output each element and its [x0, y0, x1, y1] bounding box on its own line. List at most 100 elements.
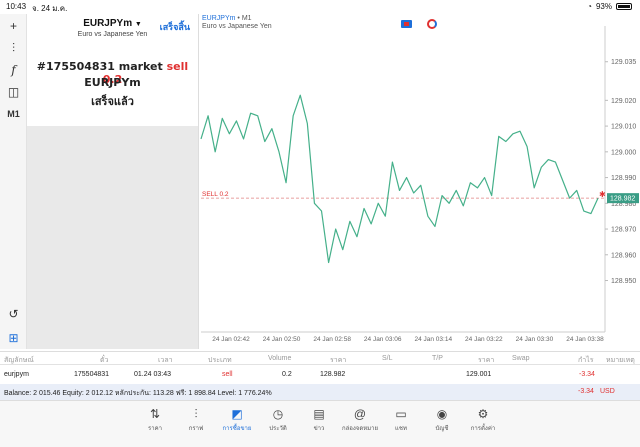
chart-timeframe: M1	[241, 15, 252, 22]
tab-label: การซื้อขาย	[222, 425, 252, 432]
crosshair-icon[interactable]: +	[9, 19, 17, 33]
col-header-comment: หมายเหตุ	[606, 357, 635, 364]
tab-label: กราฟ	[188, 425, 204, 432]
price-tick-label: 129.035	[611, 59, 636, 66]
order-panel-empty-area	[27, 126, 198, 349]
row-profit: -3.34	[579, 371, 595, 378]
done-button[interactable]: เสร็จสิ้น	[159, 22, 190, 32]
trade-history-icon[interactable]: ↺	[8, 307, 19, 321]
table-row[interactable]: eurjpym 175504831 01.24 03:43 sell 0.2 1…	[0, 366, 640, 384]
time-tick-label: 24 Jan 03:38	[566, 336, 604, 343]
tab-label: ข่าว	[313, 425, 325, 432]
tab-label: การตั้งค่า	[470, 425, 496, 432]
price-tick-label: 128.960	[611, 252, 636, 259]
time-tick-label: 24 Jan 02:58	[313, 336, 351, 343]
row-ticket: 175504831	[74, 371, 110, 378]
price-tick-label: 128.990	[611, 175, 636, 182]
col-header-swap: Swap	[512, 355, 530, 362]
row-price2: 129.001	[466, 371, 492, 378]
col-header-profit: กำไร	[578, 357, 594, 364]
tab-settings[interactable]: ⚙ การตั้งค่า	[463, 407, 503, 433]
order-result-action: sell 0.2	[102, 60, 189, 86]
function-icon[interactable]: f	[11, 63, 16, 77]
trade-icon: ◩	[231, 407, 243, 421]
price-chart[interactable]: EURJPYm • M1 Euro vs Japanese Yen 129.03…	[198, 14, 640, 349]
current-price-marker: ✱	[599, 190, 606, 199]
order-result-prefix: #175504831 market	[36, 60, 163, 73]
account-icon: ◉	[436, 407, 448, 421]
time-tick-label: 24 Jan 02:42	[212, 336, 250, 343]
row-symbol: eurjpym	[4, 371, 29, 378]
chart-timeframe-separator: •	[237, 15, 240, 22]
sell-level-label: SELL 0.2	[202, 191, 229, 198]
chevron-down-icon: ▼	[134, 21, 142, 28]
chart-title: EURJPYm • M1	[202, 15, 252, 22]
price-tick-label: 129.020	[611, 98, 636, 105]
wifi-icon: ◔	[587, 2, 592, 11]
tab-news[interactable]: ▤ ข่าว	[299, 407, 339, 433]
bottom-tab-bar: ⇅ ราคา ⫶ กราฟ ◩ การซื้อขาย ◷ ประวัติ ▤ ข…	[0, 400, 640, 447]
col-header-sl: S/L	[382, 355, 393, 362]
current-price-box	[607, 193, 639, 204]
chart-toolbar: + ⫶ f ◫ M1 ↺ ⊞	[0, 14, 27, 349]
tab-label: ราคา	[148, 425, 162, 432]
settings-icon: ⚙	[477, 407, 489, 421]
tab-label: บัญชี	[435, 425, 449, 432]
tab-history[interactable]: ◷ ประวัติ	[258, 407, 298, 433]
col-header-volume: Volume	[268, 355, 292, 362]
tab-mailbox[interactable]: @ กล่องจดหมาย	[340, 407, 380, 433]
order-result-line: #175504831 market sell 0.2	[27, 60, 198, 86]
col-header-price2: ราคา	[478, 357, 495, 364]
tab-chart[interactable]: ⫶ กราฟ	[176, 407, 216, 433]
price-tick-label: 129.000	[611, 149, 636, 156]
chart-icon: ⫶	[194, 407, 198, 421]
price-tick-label: 128.980	[611, 201, 636, 208]
tab-label: แชท	[395, 425, 407, 432]
tab-label: ประวัติ	[269, 425, 287, 432]
row-volume: 0.2	[282, 371, 292, 378]
mailbox-icon: @	[353, 407, 367, 421]
balance-currency: USD	[600, 388, 615, 395]
news-icon: ▤	[313, 407, 325, 421]
history-icon: ◷	[272, 407, 284, 421]
tab-label: กล่องจดหมาย	[341, 425, 379, 432]
time-tick-label: 24 Jan 03:30	[516, 336, 554, 343]
new-order-icon[interactable]: ⊞	[8, 331, 19, 345]
chart-canvas[interactable]: 129.035 129.020 129.010 129.000 128.990 128.9…	[199, 14, 640, 349]
status-right: ◔ 93%	[587, 2, 632, 11]
tab-chat[interactable]: ▭ แชท	[381, 407, 421, 433]
indicators-icon[interactable]: ⫶	[11, 40, 15, 55]
status-bar: 10:43 จ. 24 ม.ค. ◔ 93%	[0, 0, 640, 14]
tab-trade[interactable]: ◩ การซื้อขาย	[217, 407, 257, 433]
row-type: sell	[222, 371, 233, 378]
order-symbol: EURJPYm	[83, 18, 133, 29]
quotes-icon: ⇅	[149, 407, 161, 421]
time-tick-label: 24 Jan 03:22	[465, 336, 503, 343]
price-tick-label: 128.950	[611, 278, 636, 285]
flag-icon[interactable]	[401, 20, 412, 28]
tab-quotes[interactable]: ⇅ ราคา	[135, 407, 175, 433]
signal-icon[interactable]	[427, 19, 437, 29]
objects-icon[interactable]: ◫	[7, 85, 20, 99]
col-header-symbol: สัญลักษณ์	[4, 357, 34, 364]
tab-account[interactable]: ◉ บัญชี	[422, 407, 462, 433]
balance-profit: -3.34	[578, 388, 594, 395]
chat-icon: ▭	[395, 407, 407, 421]
current-price-label: 128.982	[610, 196, 635, 203]
battery-percent: 93%	[595, 2, 612, 11]
positions-table-header: สัญลักษณ์ ตั๋ว เวลา ประเภท Volume ราคา S…	[0, 351, 640, 365]
time-tick-label: 24 Jan 02:50	[263, 336, 301, 343]
timeframe-button[interactable]: M1	[7, 109, 20, 119]
order-symbol-selector[interactable]: EURJPYm ▼	[27, 18, 198, 29]
row-price: 128.982	[320, 371, 346, 378]
balance-bar: Balance: 2 015.46 Equity: 2 012.12 หลักป…	[0, 384, 640, 400]
col-header-type: ประเภท	[208, 357, 232, 364]
col-header-time: เวลา	[158, 357, 173, 364]
order-result-status: เสร็จแล้ว	[91, 95, 134, 108]
col-header-ticket: ตั๋ว	[100, 357, 109, 364]
order-symbol-description: Euro vs Japanese Yen	[77, 31, 148, 38]
price-tick-label: 128.970	[611, 227, 636, 234]
chart-symbol: EURJPYm	[202, 15, 236, 22]
balance-text: Balance: 2 015.46 Equity: 2 012.12 หลักป…	[4, 390, 272, 397]
col-header-price: ราคา	[330, 357, 347, 364]
